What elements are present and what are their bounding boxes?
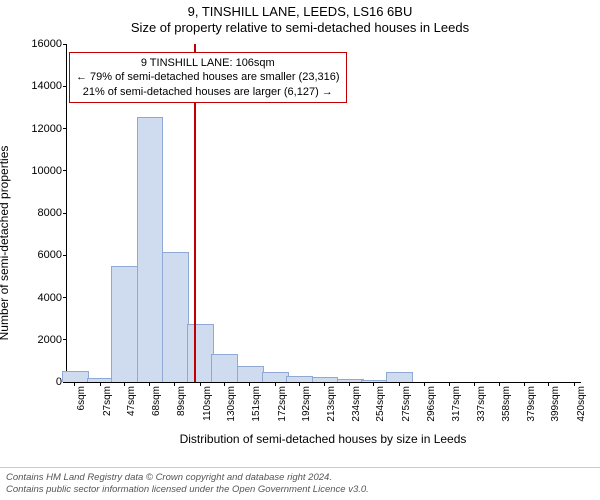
x-tick-label: 213sqm [326, 386, 337, 422]
x-tick-mark [574, 382, 575, 386]
attribution-footer: Contains HM Land Registry data © Crown c… [0, 467, 600, 500]
x-tick-mark [299, 382, 300, 386]
x-tick-label: 172sqm [277, 386, 288, 422]
y-tick-label: 2000 [38, 334, 67, 346]
y-tick-label: 4000 [38, 292, 67, 304]
x-tick-label: 234sqm [351, 386, 362, 422]
x-tick-label: 275sqm [401, 386, 412, 422]
x-tick-mark [424, 382, 425, 386]
chart-subtitle: Size of property relative to semi-detach… [0, 20, 600, 36]
y-tick-label: 12000 [31, 123, 67, 135]
x-tick-label: 68sqm [151, 386, 162, 416]
x-tick-label: 420sqm [576, 386, 587, 422]
x-tick-label: 317sqm [451, 386, 462, 422]
x-tick-mark [124, 382, 125, 386]
plot-region: 0200040006000800010000120001400016000 6s… [66, 44, 581, 383]
x-tick-label: 358sqm [501, 386, 512, 422]
y-tick-label: 14000 [31, 80, 67, 92]
x-tick-label: 47sqm [126, 386, 137, 416]
x-tick-mark [399, 382, 400, 386]
x-tick-label: 399sqm [550, 386, 561, 422]
chart-area: Number of semi-detached properties 02000… [0, 38, 600, 448]
x-tick-label: 151sqm [251, 386, 262, 422]
y-axis-label: Number of semi-detached properties [0, 146, 11, 341]
x-axis-label: Distribution of semi-detached houses by … [66, 432, 580, 444]
annotation-line-1: 9 TINSHILL LANE: 106sqm [76, 56, 340, 70]
x-tick-mark [275, 382, 276, 386]
x-tick-mark [149, 382, 150, 386]
x-tick-mark [324, 382, 325, 386]
x-tick-mark [200, 382, 201, 386]
x-tick-label: 296sqm [426, 386, 437, 422]
y-tick-label: 6000 [38, 249, 67, 261]
y-tick-label: 16000 [31, 38, 67, 50]
annotation-box: 9 TINSHILL LANE: 106sqm← 79% of semi-det… [69, 52, 347, 103]
x-tick-label: 89sqm [176, 386, 187, 416]
x-tick-mark [474, 382, 475, 386]
footer-line-2: Contains public sector information licen… [6, 484, 600, 496]
annotation-line-3: 21% of semi-detached houses are larger (… [76, 85, 340, 99]
x-tick-mark [100, 382, 101, 386]
x-tick-label: 110sqm [202, 386, 213, 421]
annotation-line-2: ← 79% of semi-detached houses are smalle… [76, 70, 340, 84]
x-tick-label: 254sqm [375, 386, 386, 422]
x-tick-label: 6sqm [76, 386, 87, 410]
y-tick-label: 10000 [31, 165, 67, 177]
x-tick-mark [499, 382, 500, 386]
x-tick-label: 130sqm [226, 386, 237, 422]
chart-address: 9, TINSHILL LANE, LEEDS, LS16 6BU [0, 4, 600, 20]
x-tick-label: 27sqm [102, 386, 113, 416]
reference-layer: 9 TINSHILL LANE: 106sqm← 79% of semi-det… [67, 44, 581, 382]
x-tick-label: 379sqm [526, 386, 537, 422]
chart-title-block: 9, TINSHILL LANE, LEEDS, LS16 6BU Size o… [0, 0, 600, 37]
x-tick-label: 192sqm [301, 386, 312, 422]
x-tick-mark [224, 382, 225, 386]
y-tick-label: 8000 [38, 207, 67, 219]
footer-line-1: Contains HM Land Registry data © Crown c… [6, 472, 600, 484]
x-tick-label: 337sqm [476, 386, 487, 422]
